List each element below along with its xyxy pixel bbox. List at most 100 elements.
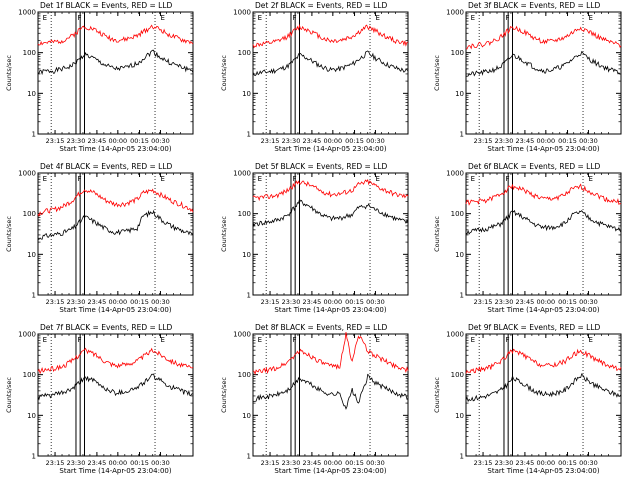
x-tick-label: 00:30: [366, 459, 385, 467]
y-tick-label: 1000: [18, 331, 36, 339]
y-tick-label: 1: [247, 292, 251, 300]
y-tick-label: 1000: [233, 170, 251, 178]
x-tick-label: 23:45: [88, 298, 107, 306]
x-tick-label: 00:15: [558, 137, 577, 145]
x-axis-label: Start Time (14-Apr-05 23:04:00): [274, 306, 386, 314]
time-flag-label: E: [258, 175, 262, 183]
y-axis-label: Counts/sec: [5, 55, 13, 91]
x-tick-label: 23:15: [46, 459, 65, 467]
lld-series-line: [37, 24, 194, 46]
x-tick-label: 00:15: [130, 298, 149, 306]
x-tick-label: 00:15: [345, 137, 364, 145]
y-tick-label: 100: [23, 210, 36, 218]
x-tick-label: 23:15: [474, 298, 493, 306]
time-flag-label: E: [43, 336, 47, 344]
y-tick-label: 10: [455, 90, 464, 98]
plot-frame: [37, 172, 194, 296]
y-tick-label: 100: [451, 49, 464, 57]
plot-frame: [252, 172, 409, 296]
panel-title: Det 8f BLACK = Events, RED = LLD: [255, 323, 388, 332]
x-tick-label: 00:30: [151, 459, 170, 467]
time-flag-label: E: [375, 175, 379, 183]
plot-frame: [37, 333, 194, 457]
panel-title: Det 9f BLACK = Events, RED = LLD: [468, 323, 601, 332]
x-tick-label: 00:30: [579, 459, 598, 467]
time-flag-label: E: [588, 14, 592, 22]
x-tick-label: 23:15: [261, 137, 280, 145]
panel-det-3: Det 3f BLACK = Events, RED = LLD Counts/s…: [433, 1, 622, 153]
y-axis-label: Counts/sec: [433, 216, 441, 252]
y-tick-label: 100: [23, 49, 36, 57]
x-tick-label: 00:00: [323, 298, 342, 306]
time-flag-label: E: [43, 175, 47, 183]
y-axis-label: Counts/sec: [433, 55, 441, 91]
y-axis-label: Counts/sec: [220, 55, 228, 91]
y-tick-label: 1: [247, 131, 251, 139]
y-tick-label: 1: [247, 453, 251, 461]
y-tick-label: 10: [455, 412, 464, 420]
y-axis-label: Counts/sec: [220, 216, 228, 252]
x-tick-label: 23:45: [303, 459, 322, 467]
x-tick-label: 23:45: [88, 137, 107, 145]
y-axis-label: Counts/sec: [433, 377, 441, 413]
time-flag-label: E: [160, 336, 164, 344]
events-series-line: [252, 373, 409, 410]
panel-det-9: Det 9f BLACK = Events, RED = LLD Counts/s…: [433, 323, 622, 475]
y-tick-label: 10: [242, 251, 251, 259]
lld-series-line: [252, 178, 409, 202]
lld-series-line: [465, 183, 622, 206]
time-flag-label: E: [160, 175, 164, 183]
lld-series-line: [37, 188, 194, 217]
y-tick-label: 1: [32, 131, 36, 139]
x-tick-label: 00:00: [108, 298, 127, 306]
y-axis-label: Counts/sec: [5, 216, 13, 252]
events-series-line: [252, 50, 409, 77]
x-tick-label: 00:00: [323, 459, 342, 467]
x-tick-label: 00:15: [130, 459, 149, 467]
time-flag-label: F: [78, 175, 82, 183]
x-tick-label: 00:15: [130, 137, 149, 145]
x-tick-label: 00:30: [151, 298, 170, 306]
x-tick-label: 23:45: [516, 459, 535, 467]
y-tick-label: 1: [32, 292, 36, 300]
panel-det-1: Det 1f BLACK = Events, RED = LLD Counts/s…: [5, 1, 194, 153]
panel-title: Det 6f BLACK = Events, RED = LLD: [468, 162, 601, 171]
time-flag-label: F: [293, 336, 297, 344]
x-axis-label: Start Time (14-Apr-05 23:04:00): [59, 145, 171, 153]
x-tick-label: 23:15: [474, 137, 493, 145]
time-flag-label: E: [160, 14, 164, 22]
events-series-line: [37, 373, 194, 401]
lld-series-line: [252, 331, 409, 376]
y-tick-label: 10: [27, 90, 36, 98]
x-tick-label: 23:15: [46, 137, 65, 145]
time-flag-label: F: [78, 14, 82, 22]
events-series-line: [37, 49, 194, 76]
panel-det-2: Det 2f BLACK = Events, RED = LLD Counts/s…: [220, 1, 409, 153]
y-tick-label: 10: [242, 412, 251, 420]
events-series-line: [465, 50, 622, 77]
x-tick-label: 23:30: [282, 298, 301, 306]
x-tick-label: 23:30: [67, 459, 86, 467]
y-tick-label: 10: [27, 251, 36, 259]
panel-title: Det 5f BLACK = Events, RED = LLD: [255, 162, 388, 171]
time-flag-label: F: [293, 175, 297, 183]
y-tick-label: 10: [455, 251, 464, 259]
lld-series-line: [37, 347, 194, 375]
x-tick-label: 23:45: [88, 459, 107, 467]
y-tick-label: 100: [23, 371, 36, 379]
x-tick-label: 00:15: [558, 298, 577, 306]
y-tick-label: 100: [238, 210, 251, 218]
time-flag-label: E: [375, 336, 379, 344]
panel-title: Det 2f BLACK = Events, RED = LLD: [255, 1, 388, 10]
x-tick-label: 00:00: [536, 137, 555, 145]
y-tick-label: 10: [27, 412, 36, 420]
events-series-line: [37, 209, 194, 240]
y-tick-label: 1000: [18, 9, 36, 17]
x-tick-label: 00:30: [366, 137, 385, 145]
x-axis-label: Start Time (14-Apr-05 23:04:00): [487, 145, 599, 153]
panel-det-5: Det 5f BLACK = Events, RED = LLD Counts/s…: [220, 162, 409, 314]
time-flag-label: E: [471, 175, 475, 183]
y-tick-label: 1: [32, 453, 36, 461]
panel-title: Det 1f BLACK = Events, RED = LLD: [40, 1, 173, 10]
events-series-line: [465, 373, 622, 403]
